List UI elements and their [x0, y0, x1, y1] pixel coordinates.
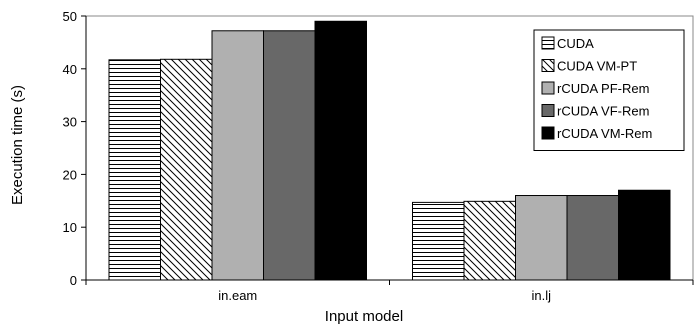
x-tick-label: in.lj: [531, 288, 551, 303]
legend-label: rCUDA VF-Rem: [557, 104, 649, 119]
bar: [160, 58, 213, 281]
legend-box: [533, 29, 685, 151]
legend-swatch: [541, 104, 555, 117]
x-axis: in.eam in.lj: [85, 279, 694, 303]
bar: [108, 59, 161, 281]
bar: [211, 30, 264, 281]
legend-label: rCUDA VM-Rem: [557, 126, 652, 141]
y-tick-label: 40: [63, 62, 77, 77]
y-tick-label: 20: [63, 167, 77, 182]
bar: [515, 195, 568, 281]
y-tick-label: 50: [63, 9, 77, 24]
legend-label: rCUDA PF-Rem: [557, 81, 649, 96]
bar: [618, 189, 671, 281]
legend-swatch: [541, 81, 555, 95]
y-axis-title: Execution time (s): [9, 85, 26, 205]
legend: CUDA CUDA VM-PT rCUDA PF-Rem rCUDA VF-Rem rC…: [533, 29, 685, 151]
y-tick-label: 0: [70, 273, 77, 288]
legend-swatch: [541, 59, 555, 72]
bar: [263, 30, 316, 281]
bars: [108, 20, 671, 281]
bar: [463, 200, 516, 281]
y-tick-label: 10: [63, 220, 77, 235]
legend-swatch: [541, 36, 555, 50]
bar: [566, 195, 619, 281]
y-tick-label: 30: [63, 115, 77, 130]
y-axis: 0 10 20 30 40 50: [63, 9, 87, 288]
legend-label: CUDA VM-PT: [557, 59, 637, 74]
legend-label: CUDA: [557, 36, 594, 51]
legend-swatch: [541, 126, 555, 140]
x-axis-title: Input model: [325, 308, 403, 325]
bar: [412, 201, 465, 281]
x-tick-label: in.eam: [218, 288, 257, 303]
bar: [314, 20, 367, 281]
